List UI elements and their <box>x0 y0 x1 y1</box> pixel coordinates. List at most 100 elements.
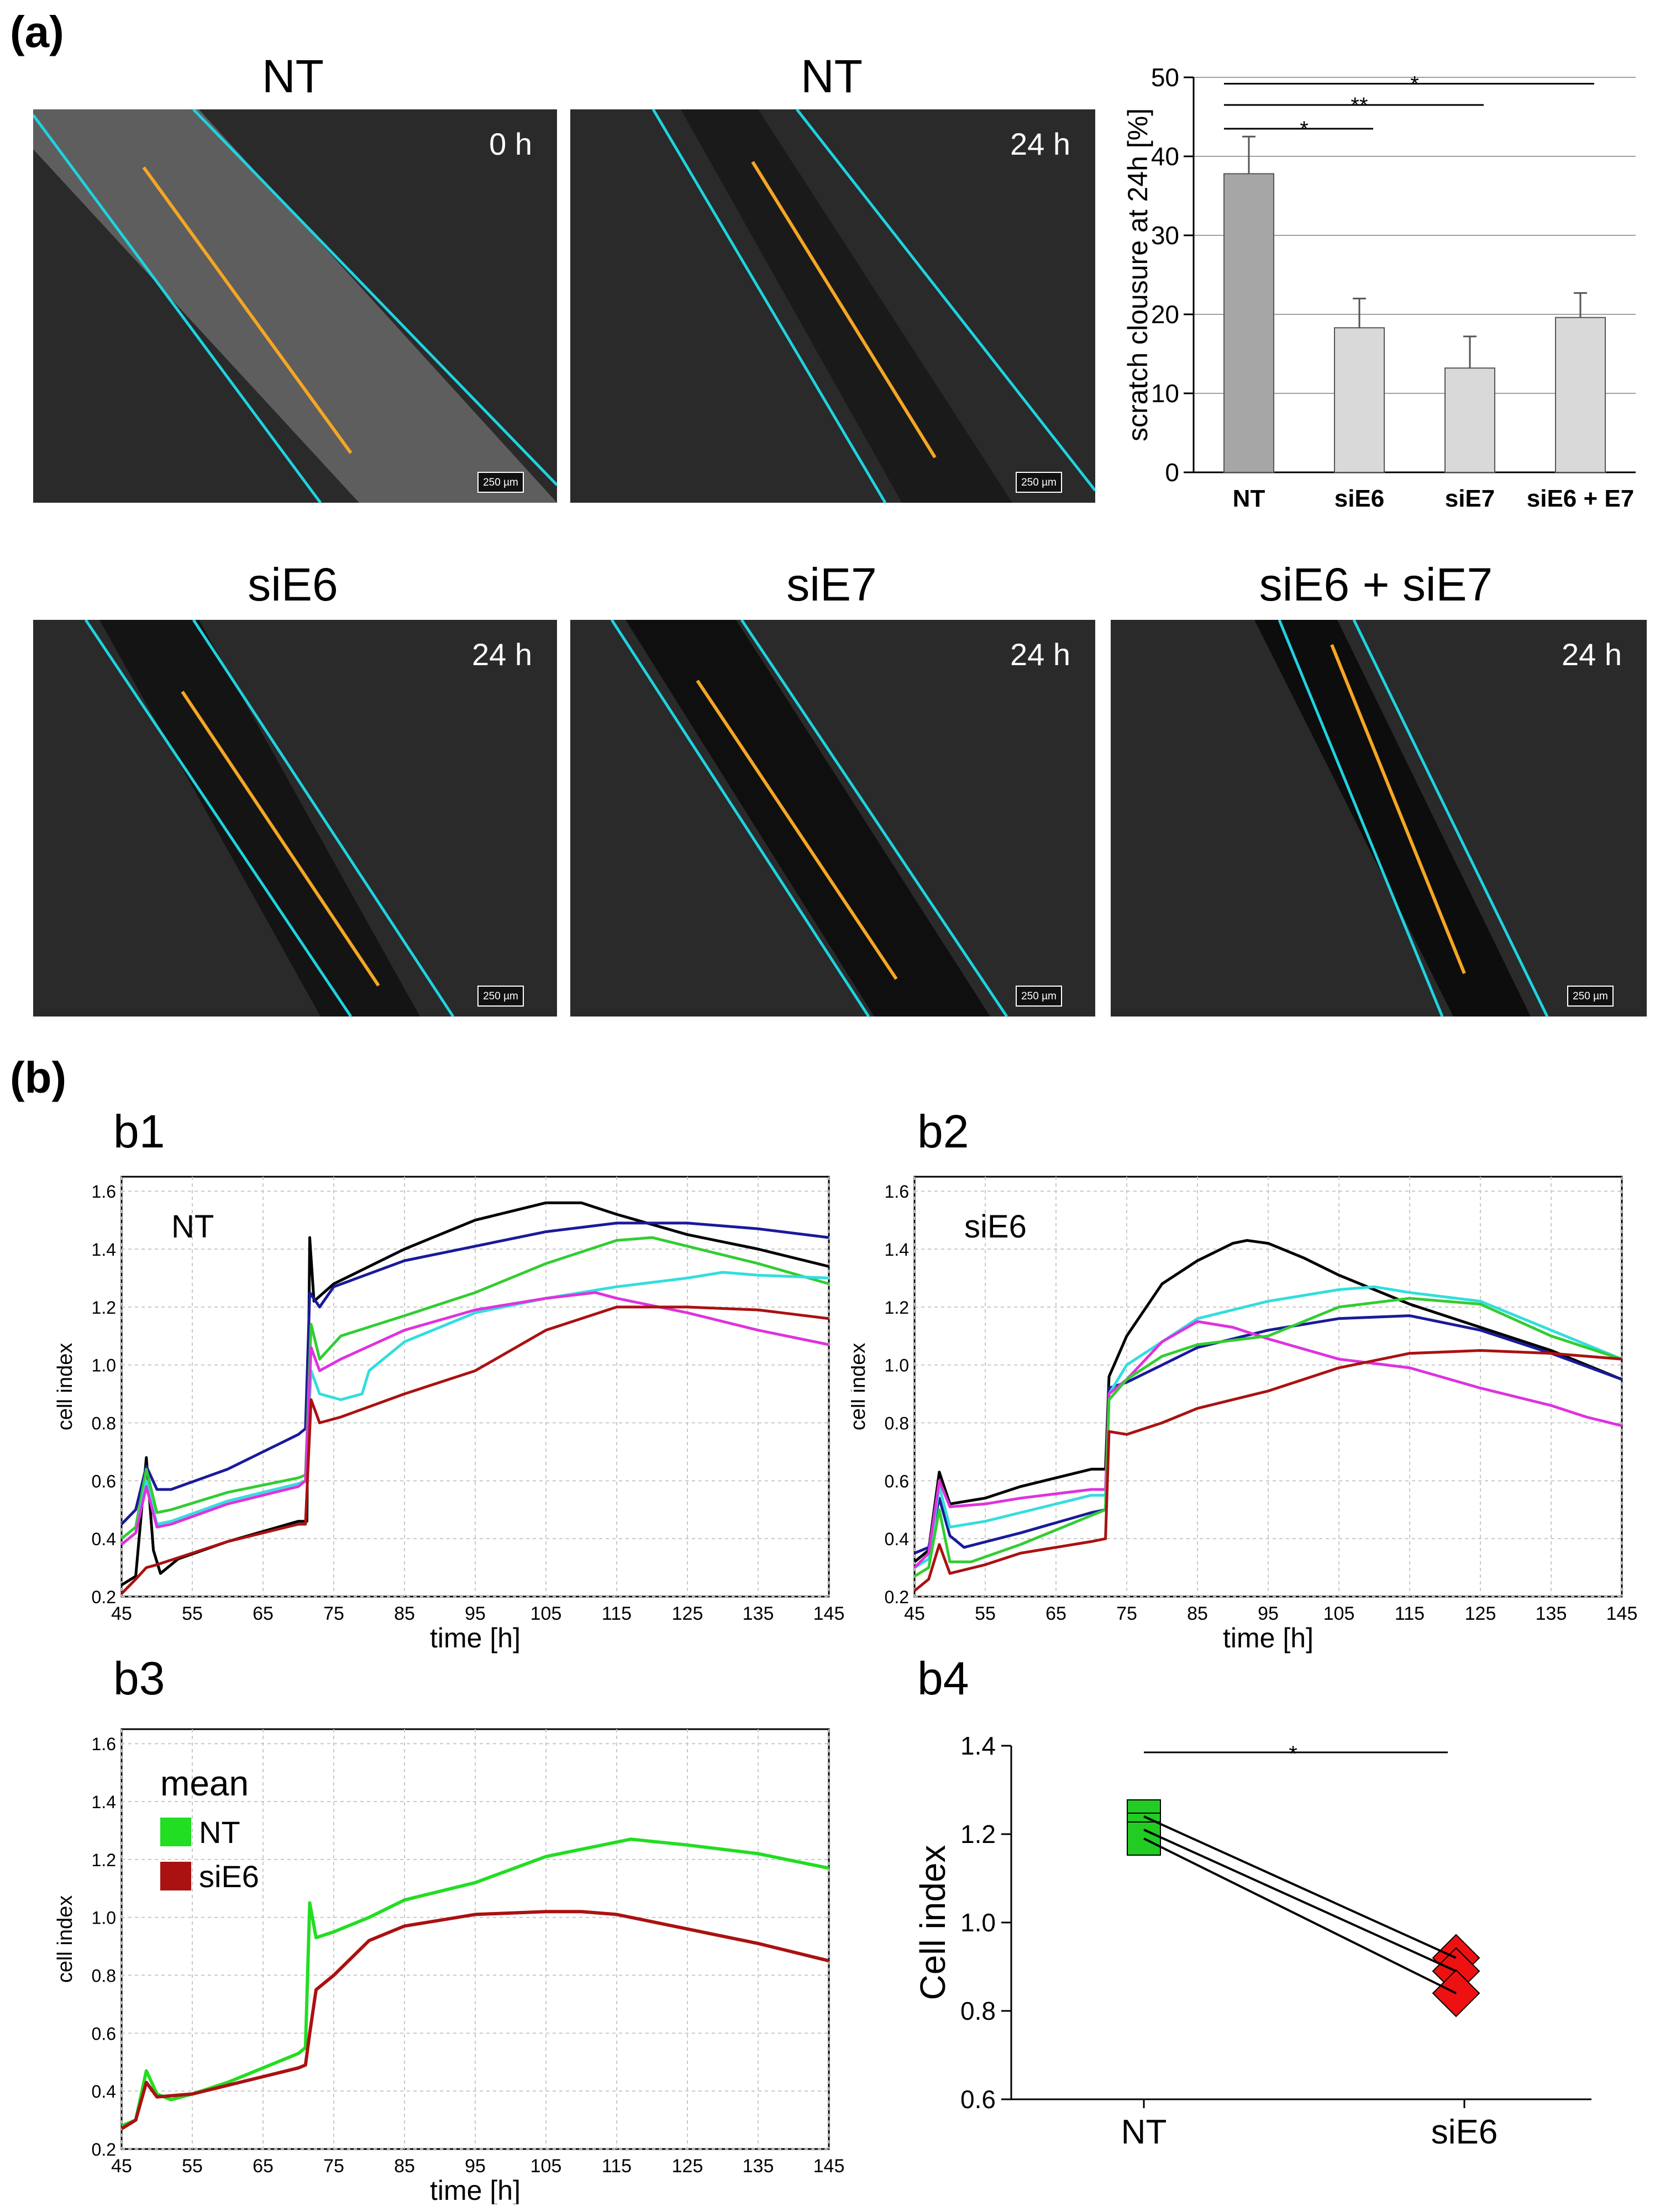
y-tick-label: 20 <box>1151 300 1179 329</box>
x-tick-label: 95 <box>1258 1603 1279 1624</box>
x-tick-label: 75 <box>1116 1603 1137 1624</box>
x-tick-label: 55 <box>182 1603 203 1624</box>
scratch-edge-right <box>192 620 455 1017</box>
x-tick-label: 135 <box>743 2156 774 2177</box>
scale-bar: 250 µm <box>477 472 524 493</box>
scratch-edge-left <box>652 109 887 503</box>
scratch-wound-nt-24h <box>652 109 1095 503</box>
x-axis-label: time [h] <box>430 2175 521 2204</box>
y-tick-label: 0.4 <box>92 2082 116 2102</box>
x-tick-label: 55 <box>182 2156 203 2177</box>
paired-line <box>1143 1815 1457 1959</box>
x-tick-label: 125 <box>1465 1603 1496 1624</box>
panel-label-a: (a) <box>10 7 64 56</box>
scratch-axis <box>1330 644 1466 975</box>
y-tick-label: 1.2 <box>92 1298 116 1318</box>
y-tick-label: 0.8 <box>92 1414 116 1434</box>
x-tick-label: 145 <box>813 1603 845 1624</box>
significance-label: * <box>1300 117 1309 141</box>
x-tick-label: 65 <box>1045 1603 1066 1624</box>
x-tick-label: siE6 <box>1334 485 1385 512</box>
significance-label: * <box>1410 72 1419 96</box>
legend-swatch-nt <box>160 1818 191 1846</box>
b4-cell-index-comparison: 0.6 0.8 1.0 1.2 1.4 NT siE6 Cell index * <box>913 1731 1591 2151</box>
x-tick-label: 105 <box>530 2156 562 2177</box>
bar-nt <box>1223 173 1274 473</box>
time-label: 24 h <box>1010 127 1070 161</box>
y-tick-label: 10 <box>1151 379 1179 408</box>
y-tick-label: 1.0 <box>885 1356 909 1376</box>
scratch-wound-sie6 <box>84 620 455 1017</box>
y-axis-label: scratch clousure at 24h [%] <box>1122 108 1153 441</box>
scratch-edge-right <box>192 109 557 486</box>
significance-label: ** <box>1351 93 1368 118</box>
scratch-wound-sie6-sie7 <box>1254 620 1549 1017</box>
micrograph-title-sie6: siE6 <box>248 559 338 610</box>
y-tick-label: 40 <box>1151 142 1179 171</box>
series-line-magenta <box>120 1291 829 1546</box>
scratch-edge-left <box>84 620 353 1017</box>
x-tick-label: 45 <box>111 1603 132 1624</box>
scratch-edge-right <box>740 620 1008 1017</box>
micrograph-nt-24h: 24 h 250 µm <box>570 109 1095 503</box>
legend-swatch-sie6 <box>160 1862 191 1890</box>
y-tick-label: 1.6 <box>92 1182 116 1202</box>
x-tick-label: siE6 <box>1431 2113 1498 2151</box>
x-tick-label: 95 <box>465 2156 486 2177</box>
x-tick-label: 105 <box>1323 1603 1355 1624</box>
panel-label-b4: b4 <box>917 1652 969 1704</box>
micrograph-title-sie7: siE7 <box>786 559 877 610</box>
x-axis-label: time [h] <box>1223 1623 1314 1653</box>
time-label: 24 h <box>1010 637 1070 672</box>
scratch-axis <box>696 680 898 980</box>
x-tick-label: 95 <box>465 1603 486 1624</box>
y-tick-label: 0.4 <box>92 1529 116 1549</box>
x-tick-label: 125 <box>672 1603 703 1624</box>
series-line-black <box>120 1201 829 1587</box>
x-tick-label: 45 <box>111 2156 132 2177</box>
y-tick-label: 0.8 <box>885 1414 909 1434</box>
x-tick-label: 65 <box>253 1603 274 1624</box>
y-tick-label: 0.8 <box>92 1966 116 1986</box>
y-tick-label: 0.6 <box>960 2085 996 2114</box>
micrograph-sie7: 24 h 250 µm <box>570 620 1095 1017</box>
scale-bar: 250 µm <box>1016 472 1062 493</box>
scratch-edge-left <box>33 114 322 503</box>
legend-label: NT <box>199 1815 240 1850</box>
y-tick-label: 0.2 <box>92 2140 116 2160</box>
y-tick-label: 0.2 <box>92 1587 116 1607</box>
series-line-navy <box>120 1221 829 1525</box>
y-tick-label: 1.4 <box>92 1792 116 1812</box>
paired-line <box>1143 1837 1457 1994</box>
y-tick-label: 50 <box>1151 63 1179 92</box>
scratch-wound-sie7 <box>610 620 1008 1017</box>
scale-bar: 250 µm <box>477 986 524 1007</box>
scratch-closure-bar-chart: 0 10 20 30 40 50 scratch clousure at 24h [%] NT… <box>1122 63 1636 512</box>
time-label: 0 h <box>489 127 532 161</box>
y-tick-label: 1.4 <box>885 1240 909 1260</box>
micrograph-title-nt-24h: NT <box>801 50 863 102</box>
scale-bar: 250 µm <box>1016 986 1062 1007</box>
y-axis-label: cell index <box>54 1895 77 1983</box>
x-tick-label: 135 <box>743 1603 774 1624</box>
panel-label-b2: b2 <box>917 1105 969 1157</box>
series-line-cyan <box>913 1285 1622 1569</box>
scratch-edge-right <box>1352 620 1549 1017</box>
series-line-sie6 <box>120 1910 829 2130</box>
x-tick-label: 145 <box>1606 1603 1638 1624</box>
x-tick-label: siE6 + E7 <box>1527 485 1634 512</box>
bar-sie6 <box>1334 327 1385 473</box>
x-tick-label: 85 <box>394 2156 415 2177</box>
bar-sie7 <box>1444 367 1495 473</box>
x-tick-label: 115 <box>602 1603 632 1624</box>
x-tick-label: 105 <box>530 1603 562 1624</box>
y-tick-label: 0.6 <box>92 1471 116 1491</box>
micrograph-nt-0h: 0 h 250 µm <box>33 109 557 503</box>
x-tick-label: 85 <box>394 1603 415 1624</box>
y-axis-label: cell index <box>54 1343 77 1430</box>
scratch-wound-nt-0h <box>33 109 557 503</box>
x-tick-label: 55 <box>975 1603 996 1624</box>
y-tick-label: 0.6 <box>92 2024 116 2044</box>
scale-bar: 250 µm <box>1567 986 1614 1007</box>
x-tick-label: NT <box>1233 485 1265 512</box>
